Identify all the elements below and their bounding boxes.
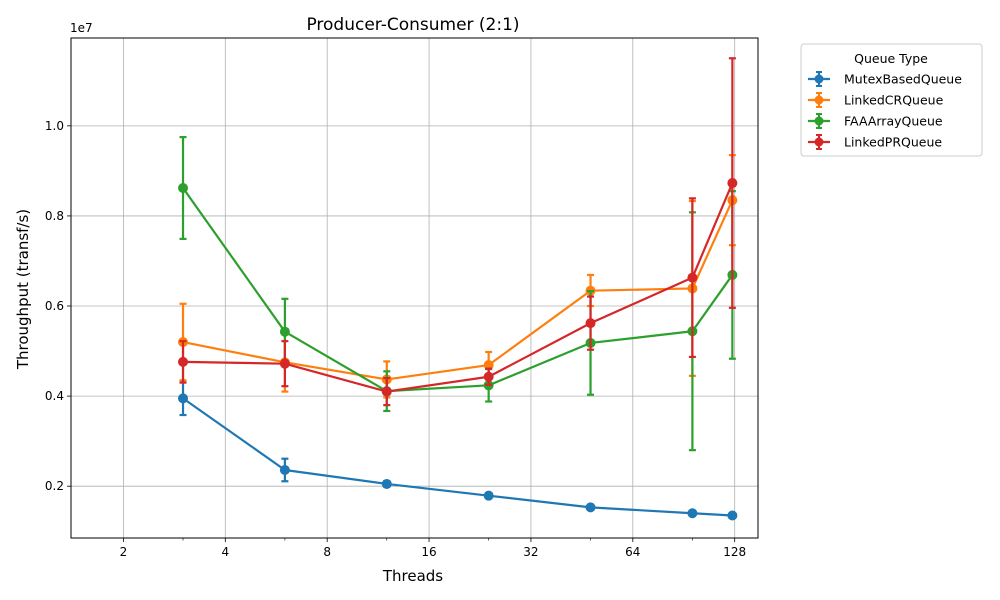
x-axis-label: Threads [382, 567, 443, 585]
legend-marker [814, 95, 824, 105]
x-tick-label: 2 [120, 545, 128, 559]
series-MutexBasedQueue [178, 380, 738, 521]
legend-item-LinkedPRQueue: LinkedPRQueue [808, 134, 942, 150]
x-tick-label: 4 [221, 545, 229, 559]
legend-item-MutexBasedQueue: MutexBasedQueue [808, 71, 962, 87]
data-point [381, 478, 392, 489]
x-tick-label: 64 [625, 545, 640, 559]
data-point [483, 490, 494, 501]
series-LinkedPRQueue [178, 57, 738, 407]
data-point [585, 318, 596, 329]
x-tick-label: 128 [723, 545, 746, 559]
legend-item-LinkedCRQueue: LinkedCRQueue [808, 92, 944, 108]
series-group [178, 57, 738, 521]
y-tick-label: 0.4 [45, 389, 64, 403]
plot-frame [70, 37, 759, 539]
data-point [687, 508, 698, 519]
y-tick-label: 0.8 [45, 209, 64, 223]
data-point [279, 358, 290, 369]
data-point [727, 178, 738, 189]
data-point [687, 272, 698, 283]
legend-box [800, 43, 983, 157]
legend: Queue Type MutexBasedQueue LinkedCRQueue F… [800, 43, 983, 157]
legend-marker [814, 137, 824, 147]
legend-label: LinkedPRQueue [844, 135, 942, 150]
data-point [178, 356, 189, 367]
x-axis-ticks: 2 4 8 16 32 64 128 [120, 538, 746, 559]
data-point [279, 326, 290, 337]
legend-marker [814, 116, 824, 126]
x-tick-label: 16 [421, 545, 436, 559]
legend-item-FAAArrayQueue: FAAArrayQueue [808, 113, 943, 129]
legend-label: FAAArrayQueue [844, 114, 943, 129]
data-point [483, 371, 494, 382]
y-axis-ticks: 0.2 0.4 0.6 0.8 1.0 [45, 119, 71, 493]
chart-title: Producer-Consumer (2:1) [306, 15, 519, 35]
data-point [178, 393, 189, 404]
y-tick-label: 0.6 [45, 299, 64, 313]
y-axis-label: Throughput (transf/s) [14, 209, 32, 370]
legend-label: MutexBasedQueue [844, 72, 962, 87]
legend-items: MutexBasedQueue LinkedCRQueue FAAArrayQueu… [808, 71, 962, 150]
data-point [381, 386, 392, 397]
data-point [279, 464, 290, 475]
x-tick-label: 8 [323, 545, 331, 559]
data-point [585, 502, 596, 513]
data-point [727, 510, 738, 521]
y-tick-label: 0.2 [45, 479, 64, 493]
y-axis-offset-label: 1e7 [70, 21, 93, 35]
y-tick-label: 1.0 [45, 119, 64, 133]
x-tick-label: 32 [523, 545, 538, 559]
data-point [483, 360, 494, 371]
legend-label: LinkedCRQueue [844, 93, 944, 108]
data-point [178, 183, 189, 193]
legend-title: Queue Type [854, 51, 928, 66]
legend-marker [814, 74, 824, 84]
